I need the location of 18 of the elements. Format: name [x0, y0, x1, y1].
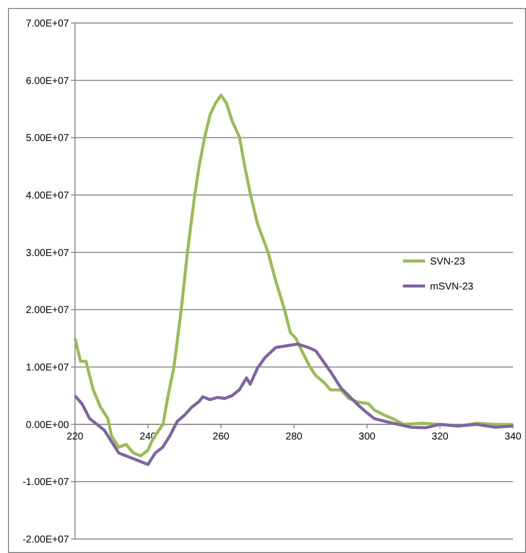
y-tick-label: 2.00E+07 — [26, 305, 70, 316]
x-tick-label: 260 — [212, 431, 230, 442]
y-tick-label: 7.00E+07 — [26, 18, 70, 30]
legend-label: SVN-23 — [430, 256, 466, 268]
x-tick-label: 320 — [432, 431, 449, 442]
y-tick-label: 1.00E+07 — [26, 362, 70, 374]
y-tick-label: 6.00E+07 — [26, 76, 70, 87]
y-tick-label: 5.00E+07 — [26, 133, 70, 144]
legend-label: mSVN-23 — [430, 282, 474, 292]
x-tick-label: 300 — [358, 431, 376, 442]
x-tick-label: 280 — [286, 431, 303, 442]
x-tick-label: 340 — [504, 431, 522, 442]
y-tick-label: -1.00E+07 — [22, 477, 70, 488]
y-tick-label: 0.00E+00 — [26, 420, 70, 431]
y-tick-label: 3.00E+07 — [26, 248, 70, 259]
y-tick-label: 4.00E+07 — [26, 190, 70, 202]
x-tick-label: 220 — [66, 431, 84, 442]
y-tick-label: -2.00E+07 — [22, 534, 70, 546]
